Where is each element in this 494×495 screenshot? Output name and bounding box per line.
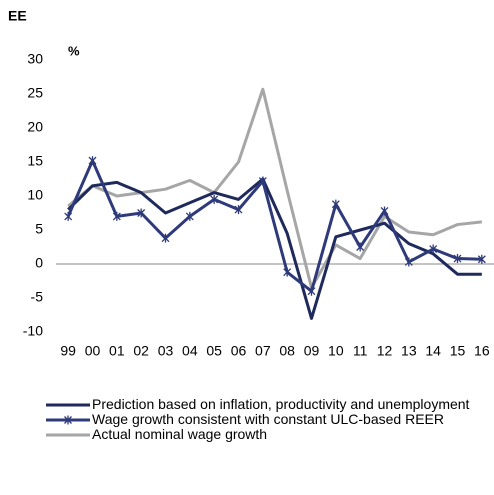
legend-entry: Actual nominal wage growth [44, 427, 484, 442]
x-tick-label: 13 [401, 343, 417, 359]
y-tick-label: 10 [27, 187, 43, 203]
x-tick-label: 00 [85, 343, 101, 359]
marker [258, 176, 267, 186]
y-tick-label: -5 [31, 289, 44, 305]
legend-entry: Wage growth consistent with constant ULC… [44, 412, 484, 427]
x-tick-label: 99 [60, 343, 76, 359]
marker [307, 286, 316, 296]
marker [210, 194, 219, 204]
marker [453, 254, 462, 264]
marker [356, 242, 365, 252]
legend-swatch [46, 415, 90, 425]
x-tick-label: 14 [425, 343, 441, 359]
marker [161, 233, 170, 243]
x-tick-label: 11 [353, 343, 368, 359]
x-tick-label: 15 [450, 343, 466, 359]
line [66, 159, 482, 293]
x-tick-label: 07 [255, 343, 271, 359]
legend-label: Prediction based on inflation, productiv… [92, 396, 470, 412]
y-axis-label: % [68, 43, 80, 58]
marker [234, 205, 243, 215]
y-tick-label: 25 [27, 85, 43, 101]
legend-swatch [46, 433, 90, 437]
x-tick-label: 03 [158, 343, 174, 359]
legend-swatch [46, 403, 90, 407]
x-tick-label: 10 [328, 343, 344, 359]
marker [331, 199, 340, 209]
marker [404, 257, 413, 267]
y-tick-label: 20 [27, 119, 43, 135]
y-tick-label: 5 [35, 221, 43, 237]
series [67, 177, 482, 320]
x-tick-label: 12 [377, 343, 393, 359]
y-tick-label: 15 [27, 153, 43, 169]
y-tick-label: -10 [23, 323, 43, 339]
series [64, 156, 486, 296]
marker [477, 254, 486, 264]
x-tick-label: 02 [133, 343, 149, 359]
marker [185, 211, 194, 221]
x-tick-label: 16 [474, 343, 490, 359]
x-tick-label: 01 [109, 343, 125, 359]
legend-entry: Prediction based on inflation, productiv… [44, 397, 484, 412]
y-tick-label: 0 [35, 255, 43, 271]
marker [112, 211, 121, 221]
legend-marker [64, 415, 72, 425]
line [67, 177, 482, 320]
line [67, 87, 482, 290]
x-tick-label: 04 [182, 343, 198, 359]
y-tick-label: 30 [27, 51, 43, 67]
x-tick-label: 06 [231, 343, 247, 359]
marker [137, 208, 146, 218]
x-tick-label: 09 [304, 343, 320, 359]
marker [64, 211, 73, 221]
marker [283, 267, 292, 277]
legend: Prediction based on inflation, productiv… [44, 397, 484, 442]
chart-title: EE [8, 8, 27, 24]
marker [88, 156, 97, 166]
x-tick-label: 08 [279, 343, 295, 359]
marker [380, 206, 389, 216]
legend-label: Wage growth consistent with constant ULC… [92, 411, 444, 427]
x-tick-label: 05 [206, 343, 222, 359]
series [67, 87, 482, 290]
legend-label: Actual nominal wage growth [92, 426, 268, 442]
marker [429, 244, 438, 254]
